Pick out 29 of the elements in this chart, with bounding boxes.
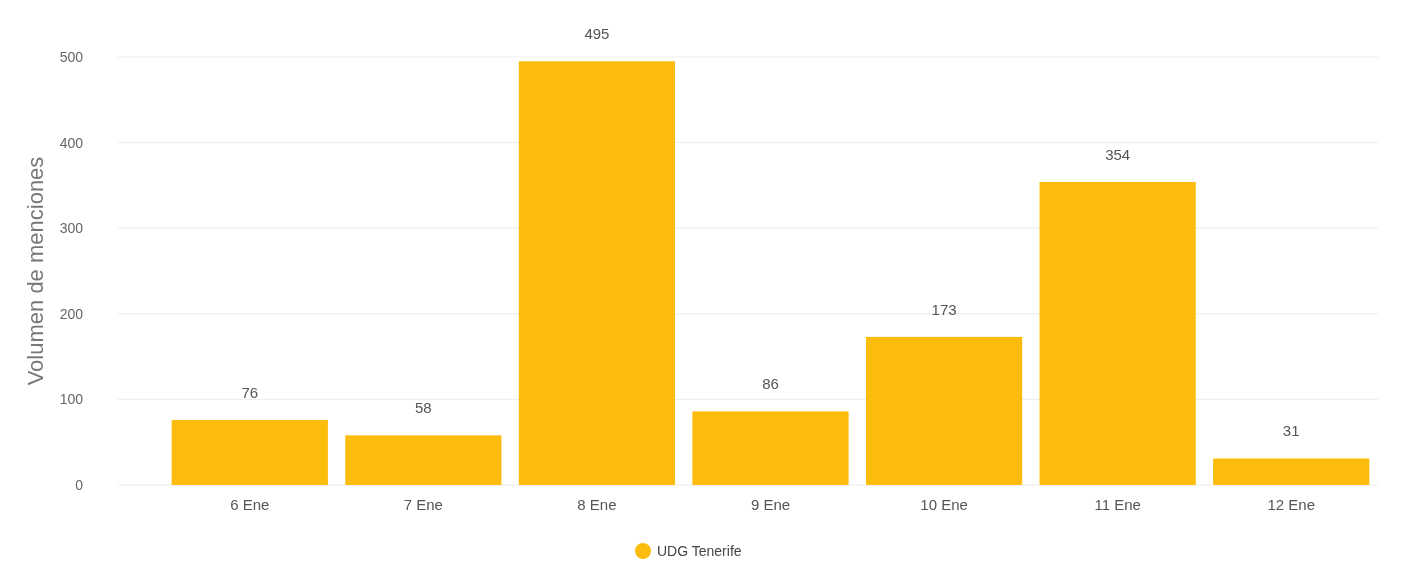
x-tick-label: 6 Ene [230, 496, 270, 513]
bar [692, 411, 849, 485]
x-tick-label: 11 Ene [1094, 496, 1141, 513]
y-tick-label: 500 [59, 49, 84, 65]
data-label: 173 [931, 300, 957, 318]
x-tick-label: 8 Ene [577, 496, 617, 513]
data-label: 58 [415, 399, 432, 417]
bar [171, 419, 328, 485]
bar [518, 61, 676, 485]
legend-label: UDG Tenerife [657, 543, 742, 559]
y-tick-label: 200 [59, 305, 84, 322]
x-tick-label: 12 Ene [1267, 496, 1315, 513]
bar [345, 435, 502, 485]
y-axis-title: Volumen de menciones [23, 156, 48, 386]
bar [1039, 181, 1196, 485]
x-tick-label: 10 Ene [920, 496, 968, 513]
x-tick-label: 9 Ene [750, 496, 791, 513]
bar [865, 336, 1023, 485]
data-label: 31 [1282, 422, 1300, 440]
data-label: 495 [584, 25, 610, 43]
data-label: 76 [241, 383, 259, 401]
y-tick-label: 400 [59, 134, 84, 151]
data-label: 86 [762, 375, 779, 393]
x-tick-label: 7 Ene [403, 496, 443, 513]
bar [1213, 458, 1370, 485]
y-tick-label: 100 [59, 391, 84, 408]
y-tick-label: 300 [59, 220, 84, 237]
y-tick-label: 0 [75, 477, 84, 493]
data-label: 354 [1105, 145, 1131, 163]
